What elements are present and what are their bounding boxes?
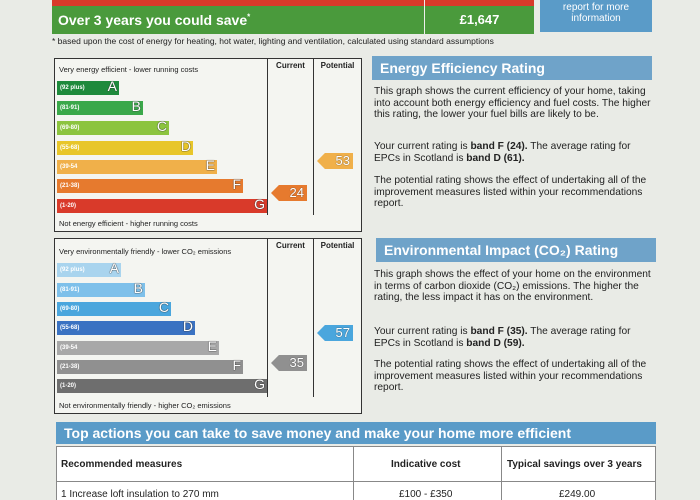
- environment-rating-heading: Environmental Impact (CO₂) Rating: [376, 238, 656, 262]
- chart-bottom-note: Not environmentally friendly - higher CO…: [59, 401, 231, 410]
- red-strip: [52, 0, 424, 6]
- table-divider: [501, 447, 502, 500]
- current-column-header: Current: [267, 59, 313, 73]
- table-cell-savings: £249.00: [559, 489, 596, 500]
- savings-label: Over 3 years you could save: [58, 12, 248, 28]
- footnote-text: based upon the cost of energy for heatin…: [57, 36, 494, 46]
- table-cell-measure: 1 Increase loft insulation to 270 mm: [61, 489, 219, 500]
- band-b: (81-91) B: [57, 281, 145, 297]
- column-divider: [267, 73, 268, 215]
- band-e: (39-54 E: [57, 158, 217, 174]
- band-e: (39-54 E: [57, 339, 219, 355]
- current-rating-arrow: 24: [271, 185, 307, 201]
- top-actions-heading: Top actions you can take to save money a…: [56, 422, 656, 444]
- energy-current-rating-text: Your current rating is band F (24). The …: [374, 141, 631, 164]
- chart-top-note: Very energy efficient - lower running co…: [59, 65, 199, 74]
- report-info-link[interactable]: report for more information: [540, 0, 652, 32]
- band-d: (55-68) D: [57, 139, 193, 155]
- band-c: (69-80) C: [57, 300, 171, 316]
- environment-potential-rating-text: The potential rating shows the effect of…: [374, 359, 647, 393]
- band-f: (21-38) F: [57, 358, 243, 374]
- current-rating-arrow: 35: [271, 355, 307, 371]
- savings-footnote: * based upon the cost of energy for heat…: [52, 36, 494, 46]
- table-header-cost: Indicative cost: [391, 459, 461, 470]
- column-divider: [313, 253, 314, 397]
- chart-bottom-note: Not energy efficient - higher running co…: [59, 219, 198, 228]
- energy-rating-heading: Energy Efficiency Rating: [372, 56, 652, 80]
- band-g: (1-20) G: [57, 197, 267, 213]
- potential-rating-arrow: 57: [317, 325, 353, 341]
- table-header-savings: Typical savings over 3 years: [507, 459, 642, 470]
- energy-rating-description: This graph shows the current efficiency …: [374, 86, 651, 120]
- band-a: (92 plus) A: [57, 261, 121, 277]
- band-a: (92 plus) A: [57, 79, 119, 95]
- band-b: (81-91) B: [57, 99, 143, 115]
- savings-value: £1,647: [459, 12, 500, 27]
- savings-banner: Over 3 years you could save*: [52, 0, 424, 34]
- current-column-header: Current: [267, 239, 313, 253]
- recommendations-table: Recommended measures Indicative cost Typ…: [56, 446, 656, 500]
- band-d: (55-68) D: [57, 319, 195, 335]
- potential-column-header: Potential: [313, 59, 361, 73]
- energy-potential-rating-text: The potential rating shows the effect of…: [374, 175, 647, 209]
- environmental-impact-chart: Very environmentally friendly - lower CO…: [54, 238, 362, 414]
- red-strip: [425, 0, 534, 6]
- energy-efficiency-chart: Very energy efficient - lower running co…: [54, 58, 362, 232]
- band-c: (69-80) C: [57, 119, 169, 135]
- potential-column-header: Potential: [313, 239, 361, 253]
- column-divider: [267, 253, 268, 397]
- table-divider: [353, 447, 354, 500]
- chart-top-note: Very environmentally friendly - lower CO…: [59, 247, 232, 256]
- table-divider: [57, 481, 655, 482]
- column-divider: [313, 73, 314, 215]
- band-g: (1-20) G: [57, 377, 267, 393]
- environment-rating-description: This graph shows the effect of your home…: [374, 269, 651, 303]
- savings-value-cell: £1,647: [424, 0, 534, 34]
- band-f: (21-38) F: [57, 177, 243, 193]
- table-header-measures: Recommended measures: [61, 459, 183, 470]
- table-cell-cost: £100 - £350: [399, 489, 453, 500]
- potential-rating-arrow: 53: [317, 153, 353, 169]
- environment-current-rating-text: Your current rating is band F (35). The …: [374, 326, 631, 349]
